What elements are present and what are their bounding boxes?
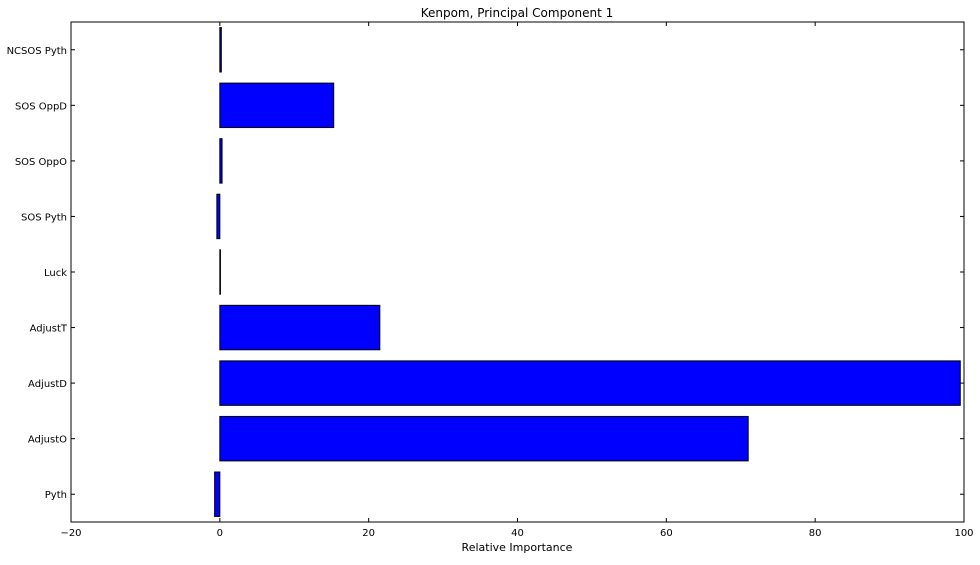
x-tick-label: 40	[511, 528, 524, 539]
bar-luck	[219, 249, 221, 295]
y-tick-label: AdjustT	[30, 324, 68, 335]
x-tick-label: 60	[660, 528, 673, 539]
bar-sos-pyth	[216, 193, 221, 240]
y-tick-label: Pyth	[45, 490, 67, 501]
chart-title: Kenpom, Principal Component 1	[421, 6, 614, 20]
x-tick-label: 0	[217, 528, 223, 539]
y-tick-label: SOS OppD	[15, 101, 67, 112]
x-tick-label: 100	[954, 528, 973, 539]
bar-sos-oppo	[219, 138, 223, 184]
x-tick-label: 20	[362, 528, 375, 539]
bar-sos-oppd	[219, 82, 335, 129]
bar-adjustt	[219, 304, 381, 351]
x-axis-label: Relative Importance	[462, 541, 573, 554]
bar-adjustd	[219, 360, 961, 406]
x-tick-label: −20	[60, 528, 81, 539]
x-tick-label: 80	[809, 528, 822, 539]
plot-frame	[70, 21, 965, 523]
y-tick-label: AdjustD	[28, 379, 67, 390]
y-tick-label: Luck	[44, 268, 67, 279]
x-axis-ticks: −20 0 20 40 60 80 100	[60, 22, 974, 539]
bar-ncsos-pyth	[219, 27, 222, 73]
y-tick-label: SOS OppO	[15, 157, 67, 168]
y-tick-label: AdjustO	[28, 435, 67, 446]
y-axis-ticks: NCSOS Pyth SOS OppD SOS OppO SOS Pyth Luck Ad…	[7, 46, 964, 501]
y-tick-label: SOS Pyth	[21, 212, 67, 223]
bar-pyth	[214, 471, 221, 517]
y-tick-label: NCSOS Pyth	[7, 46, 67, 57]
bars-group	[214, 27, 961, 517]
bar-adjusto	[219, 415, 749, 462]
